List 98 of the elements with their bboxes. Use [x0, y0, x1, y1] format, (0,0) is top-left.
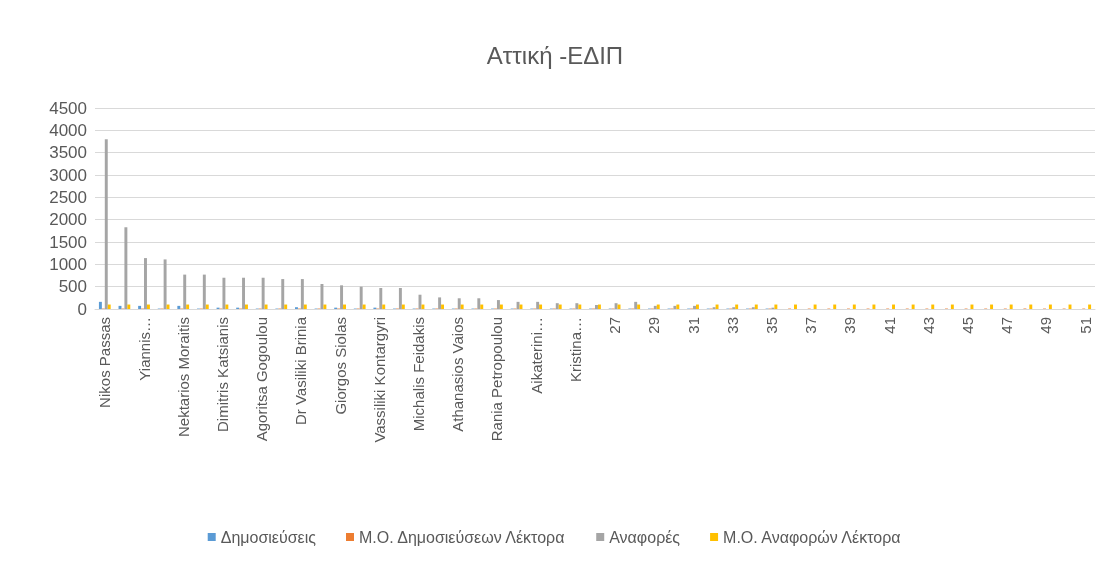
- bar: [872, 304, 876, 309]
- x-tick-label: Aikaterini…: [527, 317, 545, 394]
- bar: [401, 304, 405, 309]
- x-tick-label: 33: [723, 317, 741, 334]
- bar: [499, 304, 503, 309]
- x-tick-label: Kristina…: [566, 317, 584, 383]
- bar: [98, 301, 102, 309]
- x-tick-label: Athanasios Vaios: [449, 317, 467, 432]
- bar: [242, 277, 245, 309]
- x-tick-label: Dimitris Katsianis: [213, 317, 231, 433]
- bar: [1088, 304, 1092, 309]
- y-tick-label: 1000: [49, 254, 87, 274]
- x-tick-label: 45: [959, 317, 977, 334]
- bar: [852, 304, 856, 309]
- x-tick-label: 27: [606, 317, 624, 334]
- bar: [104, 139, 108, 309]
- bar: [379, 288, 383, 309]
- bar: [245, 304, 248, 309]
- legend-label: Δημοσιεύσεις: [220, 528, 317, 546]
- bar: [931, 304, 935, 309]
- x-tick-label: 29: [645, 317, 663, 334]
- bar: [477, 298, 481, 309]
- bar: [1048, 304, 1052, 309]
- bar: [320, 283, 324, 309]
- bar: [438, 297, 442, 309]
- x-tick-label: 37: [802, 317, 820, 334]
- x-tick-label: Nektarios Moraitis: [174, 317, 192, 438]
- y-tick-label: 4000: [49, 120, 87, 140]
- bar: [362, 304, 366, 309]
- bar: [1009, 304, 1013, 309]
- bar: [222, 277, 226, 309]
- x-tick-label: 31: [684, 317, 702, 334]
- bar: [794, 304, 797, 309]
- bar: [340, 285, 344, 309]
- y-tick-label: 2000: [49, 210, 87, 230]
- legend-label: Μ.Ο. Αναφορών Λέκτορα: [723, 528, 901, 546]
- bar: [382, 304, 386, 309]
- bar: [323, 304, 327, 309]
- legend-label: Μ.Ο. Δημοσιεύσεων Λέκτορα: [358, 528, 565, 546]
- bar: [284, 304, 288, 309]
- bar: [990, 304, 994, 309]
- x-tick-label: Giorgos Siolas: [331, 317, 349, 415]
- bar: [281, 279, 285, 309]
- bar: [833, 304, 837, 309]
- bar: [166, 304, 170, 309]
- x-tick-label: 41: [880, 317, 898, 334]
- bar: [970, 304, 974, 309]
- x-tick-label: 35: [762, 317, 780, 334]
- bar: [146, 304, 150, 309]
- bar: [892, 304, 895, 309]
- y-tick-label: 2500: [49, 187, 87, 207]
- bar: [398, 288, 402, 309]
- x-tick-label: Nikos Passas: [96, 317, 114, 408]
- bar: [183, 274, 187, 309]
- bar: [127, 304, 131, 309]
- bar: [264, 304, 268, 309]
- bar: [303, 304, 307, 309]
- x-tick-label: 43: [919, 317, 937, 334]
- bar: [343, 304, 346, 309]
- bar: [202, 274, 206, 309]
- bar: [480, 304, 484, 309]
- x-tick-label: Rania Petropoulou: [488, 317, 506, 442]
- bar: [441, 304, 445, 309]
- bar: [300, 279, 304, 309]
- bar: [813, 304, 817, 309]
- x-tick-label: 49: [1037, 317, 1055, 334]
- x-tick-label: 47: [998, 317, 1016, 334]
- y-tick-label: 3500: [49, 143, 87, 163]
- bar: [205, 304, 209, 309]
- y-tick-label: 4500: [49, 98, 87, 118]
- bar: [950, 304, 954, 309]
- y-tick-label: 1500: [49, 232, 87, 252]
- x-tick-label: Vassiliki Kontargyri: [370, 317, 388, 443]
- bar: [457, 298, 461, 309]
- bar: [144, 258, 147, 309]
- bar: [186, 304, 190, 309]
- bar: [496, 300, 500, 309]
- bar: [1029, 304, 1033, 309]
- chart-title: Αττική -ΕΔΙΠ: [486, 41, 624, 69]
- y-tick-label: 0: [77, 299, 87, 319]
- bar: [359, 286, 363, 309]
- y-tick-label: 500: [58, 277, 87, 297]
- bar: [124, 227, 128, 309]
- x-tick-label: 51: [1076, 317, 1094, 334]
- bar: [163, 259, 167, 309]
- bar: [911, 304, 915, 309]
- bar: [225, 304, 229, 309]
- bar: [421, 304, 425, 309]
- legend-label: Αναφορές: [609, 528, 681, 546]
- bar: [460, 304, 464, 309]
- bar: [261, 277, 265, 309]
- x-tick-label: Dr Vasiliki Brinia: [292, 316, 310, 426]
- x-tick-label: Michalis Feidakis: [410, 317, 428, 432]
- x-tick-label: 39: [841, 317, 859, 334]
- bar: [107, 304, 111, 309]
- x-tick-label: Yiannis…: [135, 317, 153, 381]
- x-tick-label: Agoritsa Gogoulou: [253, 317, 271, 442]
- y-tick-label: 3000: [49, 165, 87, 185]
